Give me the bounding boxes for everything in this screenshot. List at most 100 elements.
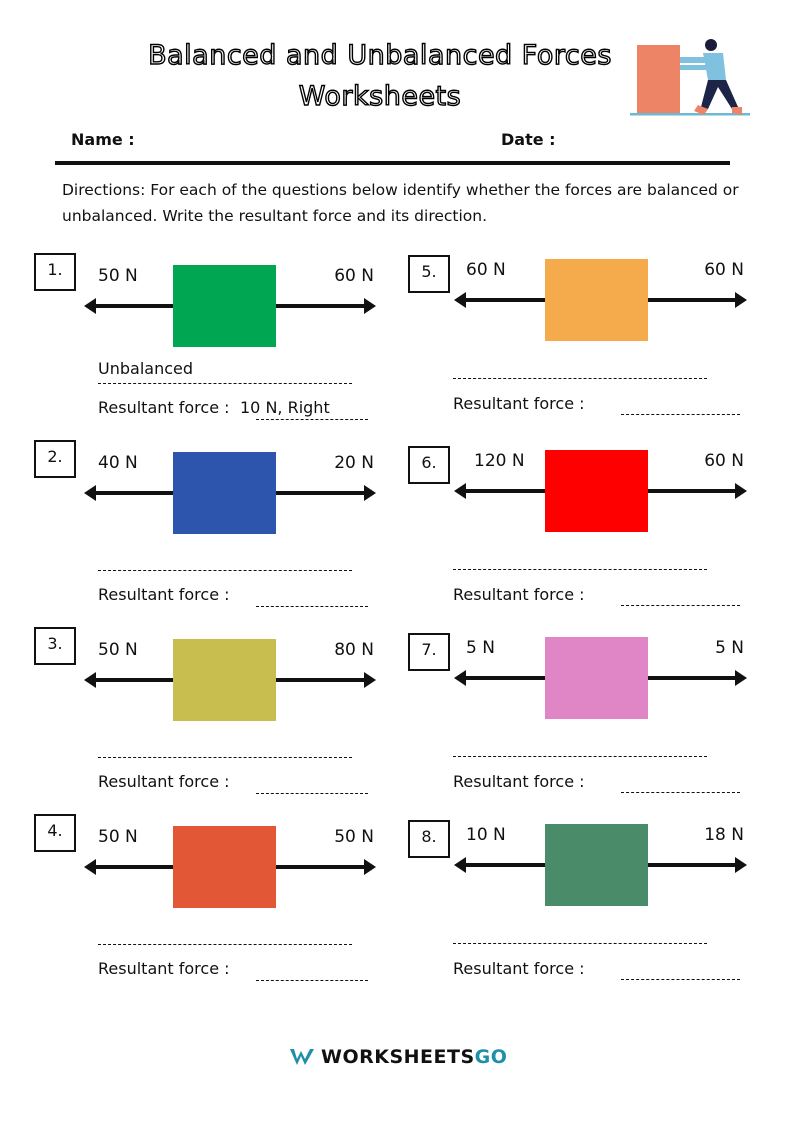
right-force-label: 60 N <box>334 266 374 286</box>
problem-number: 8. <box>408 820 450 858</box>
name-label: Name : <box>71 130 135 149</box>
resultant-force-line[interactable] <box>256 980 368 981</box>
left-force-arrow <box>464 298 545 302</box>
worksheetsgo-logo: WORKSHEETSGO <box>289 1046 507 1068</box>
resultant-force-label: Resultant force : <box>453 585 585 604</box>
left-arrowhead-icon <box>84 859 96 875</box>
right-force-label: 18 N <box>704 825 744 845</box>
right-arrowhead-icon <box>735 670 747 686</box>
right-arrowhead-icon <box>735 857 747 873</box>
resultant-force-line[interactable] <box>621 792 740 793</box>
left-force-arrow <box>94 491 173 495</box>
left-force-label: 50 N <box>98 827 138 847</box>
problem-number: 2. <box>34 440 76 478</box>
right-arrowhead-icon <box>735 292 747 308</box>
left-force-arrow <box>94 865 173 869</box>
problem-number: 3. <box>34 627 76 665</box>
object-block <box>173 265 276 347</box>
title-line-2: Worksheets <box>298 80 462 112</box>
resultant-force-line[interactable] <box>256 419 368 420</box>
left-force-arrow <box>464 676 545 680</box>
right-force-label: 50 N <box>334 827 374 847</box>
object-block <box>545 637 648 719</box>
right-arrowhead-icon <box>364 298 376 314</box>
right-force-arrow <box>648 676 735 680</box>
left-force-arrow <box>464 863 545 867</box>
left-force-label: 40 N <box>98 453 138 473</box>
right-force-label: 5 N <box>715 638 744 658</box>
left-arrowhead-icon <box>84 485 96 501</box>
right-force-label: 60 N <box>704 451 744 471</box>
right-arrowhead-icon <box>735 483 747 499</box>
resultant-force-label: Resultant force : <box>98 772 230 791</box>
object-block <box>545 824 648 906</box>
balance-answer-line[interactable] <box>453 943 707 944</box>
resultant-force-line[interactable] <box>621 605 740 606</box>
object-block <box>173 452 276 534</box>
left-force-label: 10 N <box>466 825 506 845</box>
logo-text-worksheets: WORKSHEETS <box>321 1046 475 1068</box>
object-block <box>545 450 648 532</box>
object-block <box>173 826 276 908</box>
problem-number: 5. <box>408 255 450 293</box>
balance-answer-line[interactable] <box>453 756 707 757</box>
balance-answer-line[interactable] <box>98 944 352 945</box>
right-force-arrow <box>276 304 364 308</box>
right-force-arrow <box>648 298 735 302</box>
resultant-force-answer[interactable]: 10 N, Right <box>240 398 330 417</box>
left-arrowhead-icon <box>454 483 466 499</box>
left-force-label: 50 N <box>98 266 138 286</box>
resultant-force-label: Resultant force : <box>98 398 230 417</box>
right-force-label: 80 N <box>334 640 374 660</box>
resultant-force-line[interactable] <box>256 793 368 794</box>
right-force-label: 20 N <box>334 453 374 473</box>
resultant-force-line[interactable] <box>256 606 368 607</box>
resultant-force-label: Resultant force : <box>98 585 230 604</box>
right-force-arrow <box>276 678 364 682</box>
balance-answer-line[interactable] <box>453 378 707 379</box>
left-force-arrow <box>94 678 173 682</box>
right-force-arrow <box>648 863 735 867</box>
problem-6: 6. 120 N 60 N Resultant force : <box>408 446 768 626</box>
title-line-1: Balanced and Unbalanced Forces <box>147 39 612 71</box>
left-arrowhead-icon <box>454 292 466 308</box>
problem-number: 6. <box>408 446 450 484</box>
right-arrowhead-icon <box>364 485 376 501</box>
problem-number: 1. <box>34 253 76 291</box>
balance-answer-line[interactable] <box>453 569 707 570</box>
directions-text: Directions: For each of the questions be… <box>62 181 739 225</box>
problem-4: 4. 50 N 50 N Resultant force : <box>34 814 394 994</box>
date-label: Date : <box>501 130 556 149</box>
pushing-person-illustration <box>630 39 750 116</box>
problem-8: 8. 10 N 18 N Resultant force : <box>408 820 768 1000</box>
right-force-arrow <box>276 491 364 495</box>
left-force-label: 120 N <box>474 451 525 471</box>
resultant-force-label: Resultant force : <box>98 959 230 978</box>
problem-7: 7. 5 N 5 N Resultant force : <box>408 633 768 813</box>
balance-answer-line[interactable] <box>98 570 352 571</box>
right-force-label: 60 N <box>704 260 744 280</box>
balance-answer-line[interactable] <box>98 383 352 384</box>
right-force-arrow <box>648 489 735 493</box>
left-force-arrow <box>464 489 545 493</box>
resultant-force-line[interactable] <box>621 979 740 980</box>
balance-answer-line[interactable] <box>98 757 352 758</box>
left-force-label: 5 N <box>466 638 495 658</box>
balance-answer[interactable]: Unbalanced <box>98 359 193 378</box>
resultant-force-label: Resultant force : <box>453 772 585 791</box>
problem-1: 1. 50 N 60 N Unbalanced Resultant force … <box>34 253 394 433</box>
problem-5: 5. 60 N 60 N Resultant force : <box>408 255 768 435</box>
left-arrowhead-icon <box>454 670 466 686</box>
object-block <box>545 259 648 341</box>
left-force-label: 60 N <box>466 260 506 280</box>
left-arrowhead-icon <box>84 298 96 314</box>
right-arrowhead-icon <box>364 859 376 875</box>
right-force-arrow <box>276 865 364 869</box>
worksheetsgo-logo-icon <box>290 1049 314 1065</box>
header-divider <box>55 161 730 165</box>
problem-number: 4. <box>34 814 76 852</box>
left-arrowhead-icon <box>84 672 96 688</box>
problem-3: 3. 50 N 80 N Resultant force : <box>34 627 394 807</box>
resultant-force-line[interactable] <box>621 414 740 415</box>
